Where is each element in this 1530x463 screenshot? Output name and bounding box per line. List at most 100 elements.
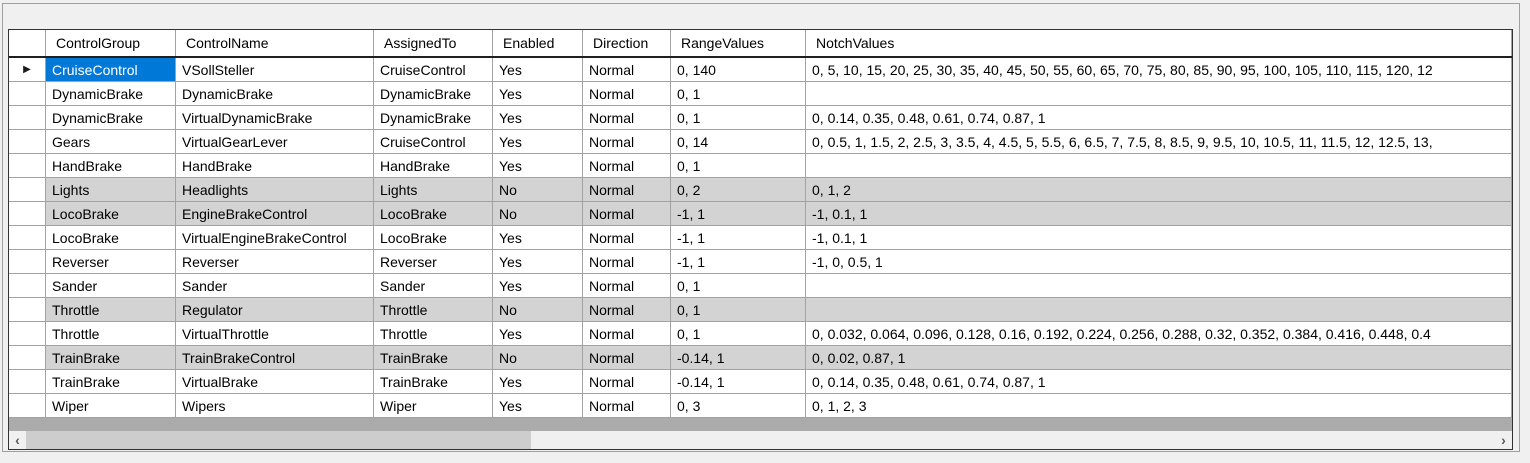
cell-enabled[interactable]: Yes	[493, 322, 583, 345]
row-header[interactable]	[9, 154, 46, 177]
cell-rangevalues[interactable]: 0, 1	[671, 154, 806, 177]
row-header[interactable]	[9, 274, 46, 297]
cell-controlgroup[interactable]: Lights	[46, 178, 176, 201]
row-header[interactable]: ▶	[9, 58, 46, 81]
row-header[interactable]	[9, 370, 46, 393]
cell-assignedto[interactable]: HandBrake	[374, 154, 493, 177]
cell-notchvalues[interactable]: 0, 5, 10, 15, 20, 25, 30, 35, 40, 45, 50…	[806, 58, 1512, 81]
cell-enabled[interactable]: Yes	[493, 370, 583, 393]
cell-notchvalues[interactable]: 0, 1, 2, 3	[806, 394, 1512, 417]
row-header[interactable]	[9, 82, 46, 105]
cell-controlgroup[interactable]: Throttle	[46, 298, 176, 321]
cell-notchvalues[interactable]: 0, 0.14, 0.35, 0.48, 0.61, 0.74, 0.87, 1	[806, 370, 1512, 393]
cell-controlgroup[interactable]: Throttle	[46, 322, 176, 345]
cell-assignedto[interactable]: Throttle	[374, 298, 493, 321]
row-header[interactable]	[9, 226, 46, 249]
cell-notchvalues[interactable]	[806, 154, 1512, 177]
cell-assignedto[interactable]: DynamicBrake	[374, 82, 493, 105]
cell-notchvalues[interactable]	[806, 82, 1512, 105]
cell-notchvalues[interactable]	[806, 298, 1512, 321]
row-header[interactable]	[9, 322, 46, 345]
cell-direction[interactable]: Normal	[583, 346, 671, 369]
row-header[interactable]	[9, 202, 46, 225]
cell-direction[interactable]: Normal	[583, 58, 671, 81]
column-header-enabled[interactable]: Enabled	[493, 30, 583, 56]
cell-assignedto[interactable]: LocoBrake	[374, 226, 493, 249]
cell-direction[interactable]: Normal	[583, 154, 671, 177]
cell-enabled[interactable]: Yes	[493, 394, 583, 417]
cell-rangevalues[interactable]: 0, 14	[671, 130, 806, 153]
cell-rangevalues[interactable]: -0.14, 1	[671, 370, 806, 393]
cell-enabled[interactable]: Yes	[493, 274, 583, 297]
cell-controlgroup[interactable]: TrainBrake	[46, 346, 176, 369]
cell-enabled[interactable]: Yes	[493, 130, 583, 153]
row-header[interactable]	[9, 178, 46, 201]
cell-assignedto[interactable]: TrainBrake	[374, 370, 493, 393]
cell-direction[interactable]: Normal	[583, 106, 671, 129]
cell-rangevalues[interactable]: 0, 1	[671, 298, 806, 321]
cell-notchvalues[interactable]: 0, 0.02, 0.87, 1	[806, 346, 1512, 369]
cell-rangevalues[interactable]: 0, 3	[671, 394, 806, 417]
cell-enabled[interactable]: No	[493, 202, 583, 225]
cell-controlgroup[interactable]: LocoBrake	[46, 226, 176, 249]
cell-notchvalues[interactable]: 0, 1, 2	[806, 178, 1512, 201]
cell-controlname[interactable]: DynamicBrake	[176, 82, 374, 105]
cell-controlgroup[interactable]: LocoBrake	[46, 202, 176, 225]
cell-enabled[interactable]: No	[493, 178, 583, 201]
cell-notchvalues[interactable]: 0, 0.5, 1, 1.5, 2, 2.5, 3, 3.5, 4, 4.5, …	[806, 130, 1512, 153]
cell-controlgroup[interactable]: DynamicBrake	[46, 106, 176, 129]
cell-controlname[interactable]: Wipers	[176, 394, 374, 417]
cell-assignedto[interactable]: Sander	[374, 274, 493, 297]
cell-rangevalues[interactable]: -1, 1	[671, 250, 806, 273]
cell-controlgroup[interactable]: DynamicBrake	[46, 82, 176, 105]
column-header-rangevalues[interactable]: RangeValues	[671, 30, 806, 56]
scroll-left-button[interactable]: ‹	[9, 431, 26, 449]
cell-direction[interactable]: Normal	[583, 370, 671, 393]
cell-notchvalues[interactable]: 0, 0.032, 0.064, 0.096, 0.128, 0.16, 0.1…	[806, 322, 1512, 345]
scroll-right-button[interactable]: ›	[1495, 431, 1512, 449]
cell-enabled[interactable]: Yes	[493, 82, 583, 105]
cell-controlname[interactable]: VirtualEngineBrakeControl	[176, 226, 374, 249]
scrollbar-track[interactable]	[531, 431, 1495, 449]
cell-controlname[interactable]: HandBrake	[176, 154, 374, 177]
cell-controlgroup[interactable]: Sander	[46, 274, 176, 297]
column-header-assignedto[interactable]: AssignedTo	[374, 30, 493, 56]
cell-direction[interactable]: Normal	[583, 274, 671, 297]
row-header[interactable]	[9, 346, 46, 369]
cell-controlgroup[interactable]: TrainBrake	[46, 370, 176, 393]
cell-controlname[interactable]: EngineBrakeControl	[176, 202, 374, 225]
cell-direction[interactable]: Normal	[583, 298, 671, 321]
cell-controlgroup[interactable]: Wiper	[46, 394, 176, 417]
cell-direction[interactable]: Normal	[583, 178, 671, 201]
cell-controlgroup[interactable]: Reverser	[46, 250, 176, 273]
cell-assignedto[interactable]: CruiseControl	[374, 130, 493, 153]
cell-rangevalues[interactable]: -0.14, 1	[671, 346, 806, 369]
cell-controlname[interactable]: VirtualThrottle	[176, 322, 374, 345]
cell-rangevalues[interactable]: 0, 2	[671, 178, 806, 201]
cell-direction[interactable]: Normal	[583, 322, 671, 345]
column-header-direction[interactable]: Direction	[583, 30, 671, 56]
cell-enabled[interactable]: Yes	[493, 58, 583, 81]
cell-controlgroup[interactable]: Gears	[46, 130, 176, 153]
cell-notchvalues[interactable]: -1, 0.1, 1	[806, 226, 1512, 249]
cell-controlname[interactable]: Regulator	[176, 298, 374, 321]
cell-notchvalues[interactable]: 0, 0.14, 0.35, 0.48, 0.61, 0.74, 0.87, 1	[806, 106, 1512, 129]
cell-direction[interactable]: Normal	[583, 394, 671, 417]
grid-corner-header[interactable]	[9, 30, 46, 56]
cell-controlname[interactable]: Headlights	[176, 178, 374, 201]
cell-rangevalues[interactable]: -1, 1	[671, 226, 806, 249]
cell-rangevalues[interactable]: 0, 1	[671, 106, 806, 129]
cell-controlgroup[interactable]: HandBrake	[46, 154, 176, 177]
cell-assignedto[interactable]: DynamicBrake	[374, 106, 493, 129]
cell-direction[interactable]: Normal	[583, 82, 671, 105]
row-header[interactable]	[9, 250, 46, 273]
cell-controlname[interactable]: TrainBrakeControl	[176, 346, 374, 369]
column-header-controlgroup[interactable]: ControlGroup	[46, 30, 176, 56]
cell-enabled[interactable]: No	[493, 346, 583, 369]
cell-notchvalues[interactable]	[806, 274, 1512, 297]
cell-enabled[interactable]: Yes	[493, 154, 583, 177]
cell-rangevalues[interactable]: 0, 1	[671, 82, 806, 105]
column-header-controlname[interactable]: ControlName	[176, 30, 374, 56]
row-header[interactable]	[9, 298, 46, 321]
cell-direction[interactable]: Normal	[583, 130, 671, 153]
